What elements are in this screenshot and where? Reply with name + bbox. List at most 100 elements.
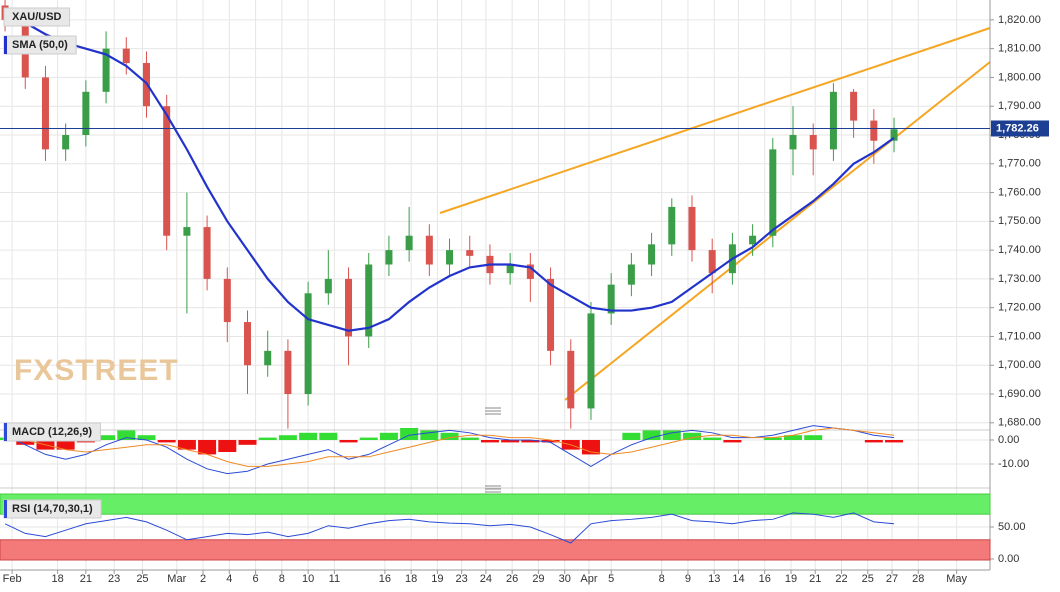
title-box <box>3 7 71 27</box>
current-price-label: 1,782.26 <box>996 122 1039 134</box>
y-tick-label: 0.00 <box>998 553 1019 565</box>
signal-line <box>4 427 895 467</box>
candle-body <box>304 293 312 395</box>
x-tick-label: 26 <box>506 573 518 585</box>
x-tick-label: 6 <box>253 573 259 585</box>
x-tick-label: 18 <box>405 573 417 585</box>
histogram-bar <box>359 437 378 441</box>
histogram-bar <box>541 440 560 443</box>
y-tick-label: 1,730.00 <box>998 273 1041 285</box>
candle-body <box>567 350 575 409</box>
candle-body <box>405 235 413 251</box>
candle-body <box>607 284 615 314</box>
candle-body <box>223 278 231 323</box>
histogram-bar <box>784 435 803 441</box>
panel-title-text: MACD (12,26,9) <box>12 426 92 438</box>
x-tick-label: 21 <box>80 573 92 585</box>
candle-body <box>749 235 757 245</box>
candle-body <box>284 350 292 395</box>
candle-body <box>587 313 595 409</box>
x-tick-label: 27 <box>886 573 898 585</box>
y-tick-label: 1,760.00 <box>998 186 1041 198</box>
panel-handle[interactable] <box>485 407 501 415</box>
candle-body <box>829 91 837 150</box>
x-tick-label: 28 <box>912 573 924 585</box>
candle-body <box>547 278 555 351</box>
candle-body <box>809 134 817 150</box>
panel-title: MACD (12,26,9) <box>3 422 101 442</box>
candle-body <box>244 322 251 366</box>
y-tick-label: 1,810.00 <box>998 43 1041 55</box>
x-tick-label: 16 <box>379 573 391 585</box>
panel-handle[interactable] <box>485 485 501 493</box>
y-tick-label: 1,770.00 <box>998 158 1041 170</box>
y-tick-label: 1,790.00 <box>998 100 1041 112</box>
sma-line <box>4 10 895 332</box>
histogram-bar <box>723 440 742 443</box>
x-tick-label: 4 <box>226 573 232 585</box>
x-tick-label: 19 <box>785 573 797 585</box>
histogram-bar <box>258 437 277 441</box>
candle-body <box>648 244 656 265</box>
histogram-bar <box>480 440 499 443</box>
current-price-box <box>991 120 1049 137</box>
candle-body <box>41 77 49 150</box>
overbought-band <box>0 493 991 515</box>
x-tick-label: 22 <box>835 573 847 585</box>
panel-title-text: RSI (14,70,30,1) <box>12 503 93 515</box>
y-tick-label: -10.00 <box>998 458 1029 470</box>
x-tick-label: 10 <box>302 573 314 585</box>
x-tick-label: 25 <box>862 573 874 585</box>
candle-body <box>890 129 898 141</box>
y-tick-label: 1,820.00 <box>998 14 1041 26</box>
histogram-bar <box>319 432 338 441</box>
title-marker <box>4 500 7 518</box>
macd-line <box>4 425 895 475</box>
candle-body <box>870 120 878 141</box>
y-tick-label: 0.00 <box>998 434 1019 446</box>
x-tick-label: 30 <box>559 573 571 585</box>
candle-body <box>425 235 433 265</box>
x-tick-label: 11 <box>329 573 340 585</box>
histogram-bar <box>238 440 257 445</box>
candle-body <box>385 250 393 265</box>
x-tick-label: 8 <box>659 573 665 585</box>
candle-body <box>102 48 110 92</box>
histogram-bar <box>864 440 883 443</box>
histogram-bar <box>400 428 419 441</box>
y-tick-label: 1,700.00 <box>998 359 1041 371</box>
histogram-bar <box>379 432 398 441</box>
histogram-bar <box>885 440 904 443</box>
histogram-bar <box>440 432 459 441</box>
y-tick-label: 1,800.00 <box>998 71 1041 83</box>
candle-body <box>203 227 211 279</box>
x-tick-label: 29 <box>532 573 544 585</box>
candle-body <box>163 106 171 236</box>
watermark: FXSTREET <box>14 354 179 387</box>
oversold-band <box>0 539 991 561</box>
candle-body <box>627 264 635 285</box>
candle-body <box>769 149 777 236</box>
x-tick-label: 8 <box>279 573 285 585</box>
candle-body <box>183 227 191 236</box>
x-tick-label: 19 <box>431 573 443 585</box>
candle-body <box>62 134 70 150</box>
candle-body <box>789 134 797 150</box>
candle-body <box>345 278 353 337</box>
x-tick-label: May <box>946 573 967 585</box>
histogram-bar <box>198 440 217 455</box>
histogram-bar <box>339 440 358 443</box>
x-tick-label: 18 <box>51 573 63 585</box>
x-tick-label: 13 <box>708 573 720 585</box>
histogram-bar <box>804 435 823 441</box>
histogram-bar <box>420 430 439 441</box>
rsi-line <box>4 512 895 544</box>
y-tick-label: 1,740.00 <box>998 244 1041 256</box>
candle-body <box>324 278 332 294</box>
title-marker <box>4 36 7 54</box>
histogram-bar <box>682 432 701 441</box>
histogram-bar <box>622 432 641 441</box>
y-tick-label: 1,750.00 <box>998 215 1041 227</box>
trend-line <box>564 61 991 401</box>
